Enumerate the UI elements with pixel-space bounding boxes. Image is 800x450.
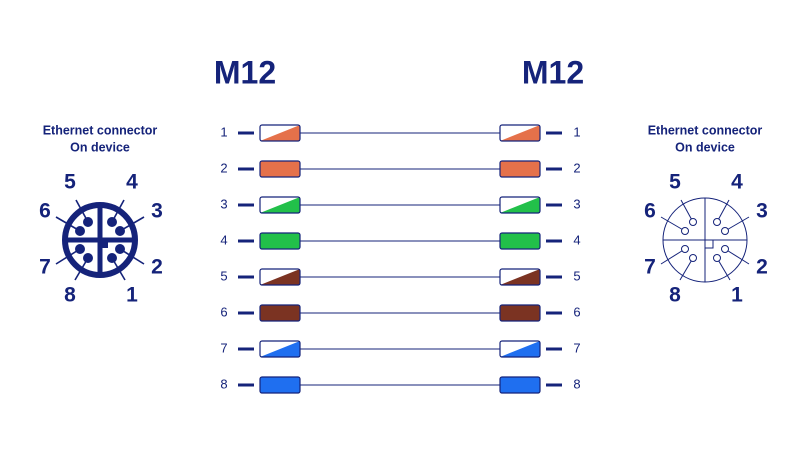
pin — [681, 245, 689, 253]
wire-end — [499, 160, 541, 178]
wire-label-left: 1 — [220, 124, 227, 139]
wire-stripe — [500, 269, 540, 285]
pin — [681, 227, 689, 235]
pin — [721, 227, 729, 235]
wire-end-border — [259, 196, 301, 214]
wire-label-left: 6 — [220, 304, 227, 319]
wire-stripe — [260, 197, 300, 213]
wire-label-right: 6 — [573, 304, 580, 319]
wire-label-right: 1 — [573, 124, 580, 139]
wire-end-border — [499, 124, 541, 142]
wire-end — [259, 376, 301, 394]
pin-leader — [680, 199, 694, 223]
wire-label-left: 5 — [220, 268, 227, 283]
pin-label: 8 — [64, 284, 76, 307]
wire-stripe — [500, 125, 540, 141]
pin — [107, 253, 117, 263]
pin — [75, 244, 85, 254]
wire-label-right: 3 — [573, 196, 580, 211]
pin-label: 6 — [644, 200, 656, 223]
connector-title: Ethernet connector — [43, 123, 158, 137]
pin — [689, 254, 697, 262]
wire-end — [499, 376, 541, 394]
wire-label-left: 2 — [220, 160, 227, 175]
pin-label: 1 — [731, 284, 743, 307]
wire-label-left: 8 — [220, 376, 227, 391]
pin — [721, 245, 729, 253]
pin-label: 5 — [64, 171, 76, 194]
wire-end — [259, 232, 301, 250]
pin — [107, 217, 117, 227]
pin-label: 2 — [151, 256, 163, 279]
key-center — [99, 239, 108, 248]
wire-end — [499, 304, 541, 322]
pin-label: 2 — [756, 256, 768, 279]
pin-leader — [660, 248, 686, 265]
wire-label-right: 2 — [573, 160, 580, 175]
connector-title: Ethernet connector — [648, 123, 763, 137]
wire-label-right: 5 — [573, 268, 580, 283]
wire-end — [259, 160, 301, 178]
pin-label: 4 — [731, 171, 743, 194]
header-left: M12 — [214, 54, 276, 90]
wire-end-border — [499, 196, 541, 214]
wire-end — [259, 304, 301, 322]
pin-label: 7 — [644, 256, 656, 279]
wire-label-right: 7 — [573, 340, 580, 355]
wire-label-left: 4 — [220, 232, 227, 247]
key-center — [704, 239, 714, 249]
pin-label: 1 — [126, 284, 138, 307]
connector-subtitle: On device — [675, 140, 735, 154]
wire-label-right: 4 — [573, 232, 580, 247]
pin-label: 8 — [669, 284, 681, 307]
pin-leader — [724, 216, 750, 232]
pin — [713, 254, 721, 262]
pin-label: 3 — [756, 200, 768, 223]
pin-leader — [679, 257, 694, 281]
wire-end-border — [499, 268, 541, 286]
wire-stripe — [260, 269, 300, 285]
pin — [115, 244, 125, 254]
pin-leader — [660, 216, 686, 232]
pin — [115, 226, 125, 236]
pin-label: 3 — [151, 200, 163, 223]
wire-end-border — [499, 340, 541, 358]
pin-label: 6 — [39, 200, 51, 223]
wire-label-left: 7 — [220, 340, 227, 355]
wire-stripe — [260, 341, 300, 357]
wire-end-border — [259, 340, 301, 358]
wire-end-border — [259, 268, 301, 286]
pin-label: 4 — [126, 171, 138, 194]
pin — [83, 217, 93, 227]
header-right: M12 — [522, 54, 584, 90]
connector-subtitle: On device — [70, 140, 130, 154]
pin-label: 7 — [39, 256, 51, 279]
wire-stripe — [500, 197, 540, 213]
wire-end — [499, 232, 541, 250]
pin-leader — [716, 257, 731, 281]
pin — [75, 226, 85, 236]
pin-leader — [724, 248, 750, 265]
pin-label: 5 — [669, 171, 681, 194]
pin — [713, 218, 721, 226]
wire-stripe — [500, 341, 540, 357]
pin — [83, 253, 93, 263]
wire-end-border — [259, 124, 301, 142]
wire-label-left: 3 — [220, 196, 227, 211]
pin-leader — [716, 199, 730, 223]
wire-label-right: 8 — [573, 376, 580, 391]
pin — [689, 218, 697, 226]
wire-stripe — [260, 125, 300, 141]
